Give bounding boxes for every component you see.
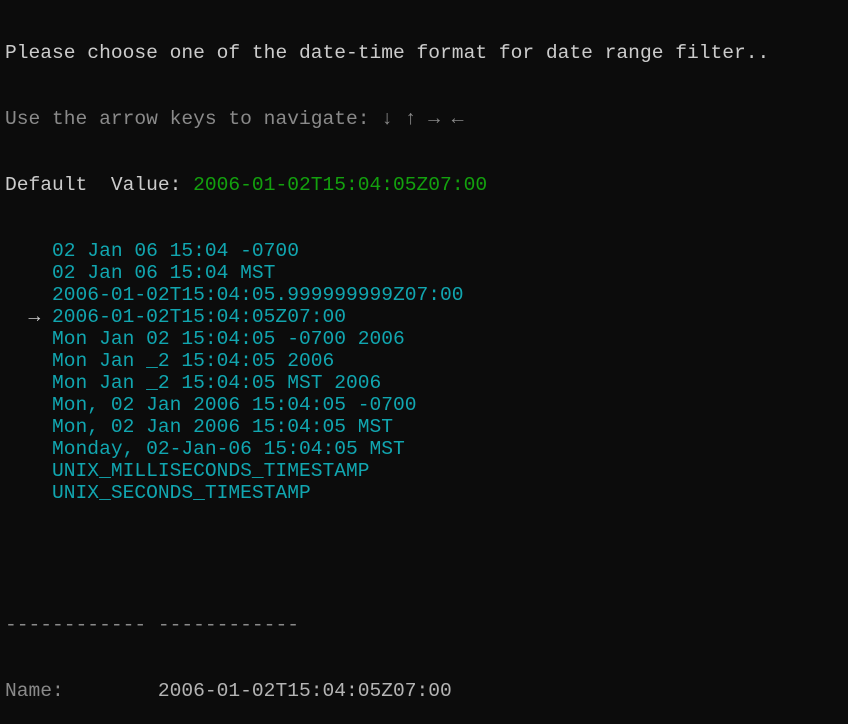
option-label: UNIX_MILLISECONDS_TIMESTAMP <box>52 460 370 482</box>
option-label: UNIX_SECONDS_TIMESTAMP <box>52 482 311 504</box>
separator: ------------ ------------ <box>5 614 299 636</box>
cursor-arrow-icon: → <box>28 306 41 328</box>
option-item[interactable]: UNIX_SECONDS_TIMESTAMP <box>5 482 769 504</box>
prompt-text: Please choose one of the date-time forma… <box>5 42 770 64</box>
option-item[interactable]: Mon, 02 Jan 2006 15:04:05 -0700 <box>5 394 769 416</box>
default-label: Default Value: <box>5 174 194 196</box>
option-label: 02 Jan 06 15:04 -0700 <box>52 240 299 262</box>
details-name-row: Name: 2006-01-02T15:04:05Z07:00 <box>5 680 769 702</box>
option-label: Mon Jan _2 15:04:05 2006 <box>52 350 335 372</box>
option-item[interactable]: Mon Jan _2 15:04:05 2006 <box>5 350 769 372</box>
navigation-hint: Use the arrow keys to navigate: ↓ ↑ → ← <box>5 108 464 130</box>
option-item[interactable]: Mon Jan 02 15:04:05 -0700 2006 <box>5 328 769 350</box>
option-item[interactable]: 02 Jan 06 15:04 MST <box>5 262 769 284</box>
option-item[interactable]: Mon, 02 Jan 2006 15:04:05 MST <box>5 416 769 438</box>
option-item[interactable]: 2006-01-02T15:04:05.999999999Z07:00 <box>5 284 769 306</box>
option-item[interactable]: 02 Jan 06 15:04 -0700 <box>5 240 769 262</box>
option-label: Mon Jan _2 15:04:05 MST 2006 <box>52 372 382 394</box>
option-label: Mon, 02 Jan 2006 15:04:05 MST <box>52 416 394 438</box>
terminal: Please choose one of the date-time forma… <box>5 0 769 724</box>
name-value: 2006-01-02T15:04:05Z07:00 <box>157 680 452 702</box>
option-label: Monday, 02-Jan-06 15:04:05 MST <box>52 438 405 460</box>
option-label: Mon, 02 Jan 2006 15:04:05 -0700 <box>52 394 417 416</box>
option-label: 02 Jan 06 15:04 MST <box>52 262 276 284</box>
option-label: 2006-01-02T15:04:05.999999999Z07:00 <box>52 284 464 306</box>
blank-line <box>5 548 769 570</box>
default-value-row: Default Value: 2006-01-02T15:04:05Z07:00 <box>5 174 769 196</box>
option-item[interactable]: Monday, 02-Jan-06 15:04:05 MST <box>5 438 769 460</box>
option-item[interactable]: Mon Jan _2 15:04:05 MST 2006 <box>5 372 769 394</box>
default-value: 2006-01-02T15:04:05Z07:00 <box>193 174 488 196</box>
option-label: Mon Jan 02 15:04:05 -0700 2006 <box>52 328 405 350</box>
options-list: 02 Jan 06 15:04 -0700 02 Jan 06 15:04 MST… <box>5 240 769 504</box>
option-label: 2006-01-02T15:04:05Z07:00 <box>52 306 346 328</box>
name-label: Name: <box>5 680 158 702</box>
option-item[interactable]: UNIX_MILLISECONDS_TIMESTAMP <box>5 460 769 482</box>
option-item-selected[interactable]: → 2006-01-02T15:04:05Z07:00 <box>5 306 769 328</box>
